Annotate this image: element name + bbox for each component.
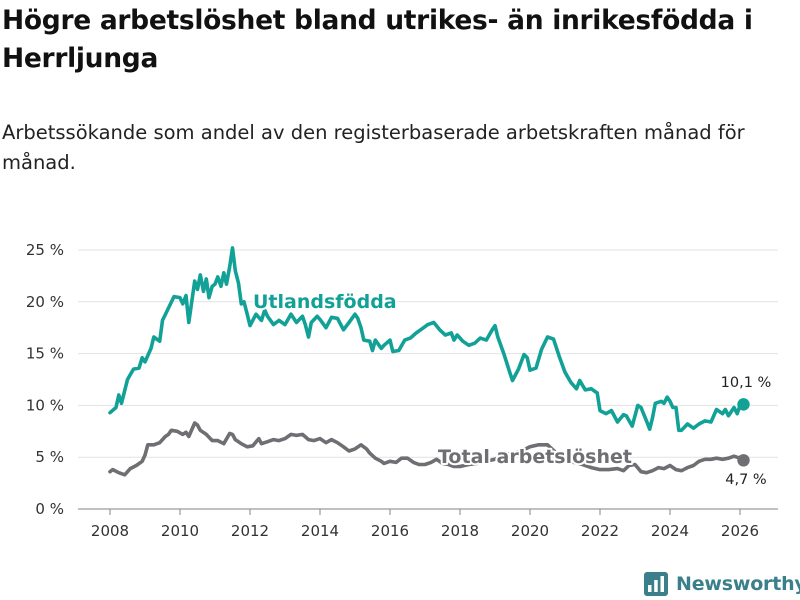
chart-title: Högre arbetslöshet bland utrikes- än inr… xyxy=(2,5,753,74)
series-line-total xyxy=(108,421,746,477)
x-tick-label: 2010 xyxy=(161,522,199,540)
x-tick-label: 2026 xyxy=(721,522,759,540)
series-endpoint-utlandsfodda xyxy=(737,398,750,411)
y-tick-label: 0 % xyxy=(35,500,64,518)
line-chart: 2008 2010 2012 2014 2016 2018 2020 2022 2024 2026… xyxy=(26,241,778,540)
y-tick-label: 20 % xyxy=(26,293,64,311)
x-tick-label: 2008 xyxy=(91,522,129,540)
series-label-total: Total arbetslöshet xyxy=(438,446,632,468)
series-label-utlandsfodda: Utlandsfödda xyxy=(253,291,397,313)
chart-subtitle: Arbetssökande som andel av den registerb… xyxy=(2,121,745,174)
series-line-utlandsfodda xyxy=(108,246,746,433)
series-endpoint-total xyxy=(737,454,750,467)
x-tick-label: 2014 xyxy=(301,522,339,540)
x-tick-label: 2012 xyxy=(231,522,269,540)
end-value-label-utlandsfodda: 10,1 % xyxy=(721,375,772,391)
y-axis: 0 % 5 % 10 % 15 % 20 % 25 % xyxy=(26,241,64,518)
x-tick-label: 2016 xyxy=(371,522,409,540)
x-tick-label: 2018 xyxy=(441,522,479,540)
x-axis: 2008 2010 2012 2014 2016 2018 2020 2022 2024 2026 xyxy=(91,509,759,540)
y-tick-label: 10 % xyxy=(26,396,64,414)
x-tick-label: 2024 xyxy=(651,522,689,540)
bar-chart-icon xyxy=(644,572,668,596)
logo-text: Newsworthy xyxy=(676,573,800,595)
newsworthy-logo: Newsworthy xyxy=(644,570,800,598)
y-tick-label: 25 % xyxy=(26,241,64,259)
y-tick-label: 15 % xyxy=(26,345,64,363)
x-tick-label: 2022 xyxy=(581,522,619,540)
end-value-label-total: 4,7 % xyxy=(725,472,766,488)
series-lines xyxy=(108,246,750,477)
y-tick-label: 5 % xyxy=(35,448,64,466)
gridlines xyxy=(78,249,778,510)
x-tick-label: 2020 xyxy=(511,522,549,540)
